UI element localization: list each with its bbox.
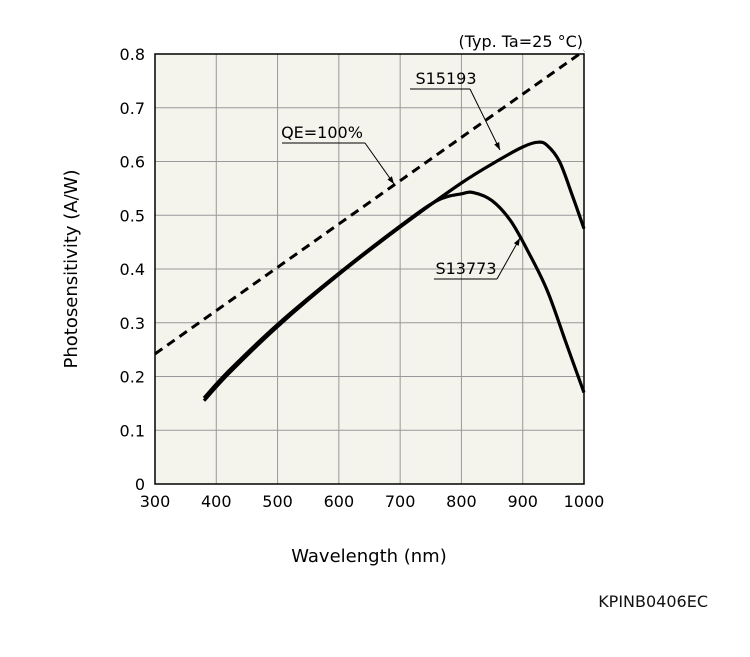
qe100-line <box>154 49 585 356</box>
x-tick-label: 800 <box>446 492 477 511</box>
x-tick-label: 1000 <box>564 492 605 511</box>
leader-arrowhead <box>494 142 500 150</box>
leader-arrowhead <box>387 176 394 184</box>
x-tick-label: 400 <box>201 492 232 511</box>
x-tick-label: 900 <box>507 492 538 511</box>
s13773-line <box>202 190 586 400</box>
series-label: QE=100% <box>281 123 363 142</box>
y-tick-label: 0.1 <box>120 421 145 440</box>
y-tick-label: 0.8 <box>120 45 145 64</box>
x-tick-label: 300 <box>140 492 171 511</box>
y-tick-label: 0 <box>135 475 145 494</box>
leader-line <box>469 88 501 151</box>
y-axis-label: Photosensitivity (A/W) <box>61 170 82 369</box>
y-tick-label: 0.6 <box>120 153 145 172</box>
condition-note: (Typ. Ta=25 °C) <box>458 32 583 51</box>
series-lines <box>154 49 586 402</box>
x-tick-label: 600 <box>324 492 355 511</box>
plot-frame <box>154 53 585 485</box>
leader-arrowhead <box>513 238 520 246</box>
y-tick-label: 0.3 <box>120 314 145 333</box>
x-axis-ticks: 300 400 500 600 700 800 900 1000 <box>140 492 605 511</box>
x-tick-label: 500 <box>262 492 293 511</box>
leader-line <box>364 142 395 185</box>
x-axis-label: Wavelength (nm) <box>291 546 447 567</box>
series-label: S13773 <box>435 259 496 278</box>
y-tick-label: 0.4 <box>120 260 145 279</box>
y-tick-label: 0.2 <box>120 368 145 387</box>
y-axis-ticks: 0 0.1 0.2 0.3 0.4 0.5 0.6 0.7 0.8 <box>120 45 145 494</box>
leader-line <box>496 237 521 280</box>
series-label: S15193 <box>415 69 476 88</box>
x-tick-label: 700 <box>385 492 416 511</box>
series-labels: QE=100% S15193 S13773 <box>281 69 521 280</box>
y-tick-label: 0.7 <box>120 99 145 118</box>
y-tick-label: 0.5 <box>120 206 145 225</box>
figure-code: KPINB0406EC <box>598 592 708 611</box>
